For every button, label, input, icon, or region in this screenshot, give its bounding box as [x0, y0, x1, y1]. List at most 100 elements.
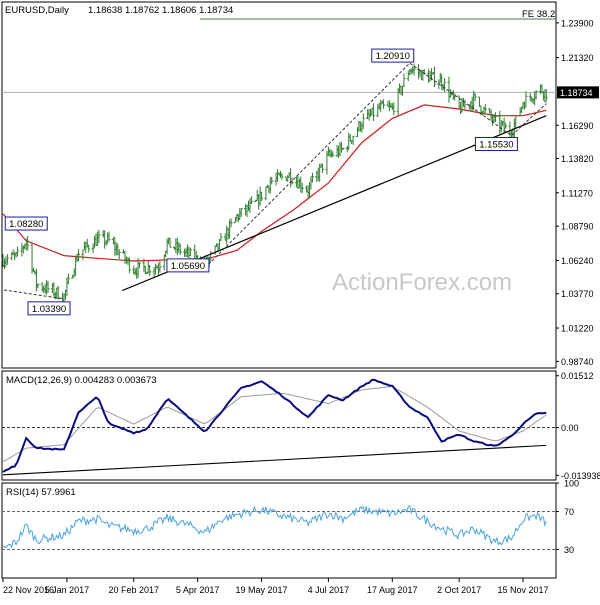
ohlc-bar [310, 172, 314, 183]
ohlc-bar [412, 63, 416, 76]
macd-panel-frame [1, 370, 557, 481]
rsi-tick-label: 30 [564, 545, 574, 555]
ohlc-bar [402, 73, 406, 87]
annotation-label: 1.08280 [9, 219, 43, 230]
ohlc-bar [239, 208, 243, 218]
macd-trendline [2, 444, 547, 476]
moving-average-line [2, 104, 547, 262]
ohlc-bar [280, 172, 284, 180]
last-price-label: 1.18734 [560, 88, 593, 98]
ohlc-bar [249, 196, 253, 205]
x-tick-label: 4 Jul 2017 [308, 585, 350, 595]
ohlc-bar [463, 99, 467, 110]
annotation-box [474, 136, 518, 151]
price-tick-label: 1.13820 [561, 154, 594, 164]
ohlc-bar [46, 280, 50, 293]
ohlc-bar [178, 243, 182, 256]
annotation-label: 1.20910 [376, 51, 410, 62]
ohlc-bar [392, 102, 396, 116]
ohlc-bar [138, 262, 142, 269]
price-tick-label: 1.16290 [561, 121, 594, 131]
x-tick-label: 22 Nov 2016 [3, 585, 54, 595]
ohlc-bar [117, 249, 121, 260]
annotation-box [27, 301, 71, 316]
ohlc-bar [331, 151, 335, 157]
price-annotation: 1.15530 [474, 136, 518, 151]
price-annotation: 1.20910 [371, 48, 415, 63]
rsi-tick-label: 70 [564, 507, 574, 517]
annotation-label: 1.03390 [32, 304, 66, 315]
ohlc-bar [127, 257, 131, 274]
ohlc-bar [219, 232, 223, 242]
ohlc-bar [514, 115, 518, 129]
ohlc-bar [36, 283, 40, 289]
price-tick-label: 1.23900 [561, 18, 594, 28]
price-tick-label: 1.06240 [561, 256, 594, 266]
ohlc-bar [5, 253, 9, 265]
price-annotation: 1.08280 [4, 216, 48, 231]
price-tick-label: 1.21320 [561, 53, 594, 63]
projection-dashed-line [204, 62, 547, 269]
ohlc-bar [351, 135, 355, 145]
x-tick-label: 17 Aug 2017 [367, 585, 418, 595]
ohlc-bar [229, 218, 233, 228]
watermark: ActionForex.com [332, 269, 512, 296]
ohlc-bar [77, 249, 81, 262]
x-tick-label: 20 Feb 2017 [108, 585, 159, 595]
annotation-label: 1.15530 [479, 139, 513, 150]
low-dashed-line [3, 289, 65, 300]
ohlc-bar [534, 90, 538, 100]
macd-line [2, 378, 547, 473]
ohlc-bar [544, 89, 548, 103]
annotation-label: 1.05690 [171, 261, 205, 272]
macd-tick-label: 0.01512 [561, 371, 594, 381]
rsi-panel-frame [1, 482, 557, 579]
price-annotation: 1.05690 [166, 258, 210, 273]
macd-tick-label: -0.013938 [561, 471, 600, 481]
x-tick-label: 15 Nov 2017 [498, 585, 549, 595]
ohlc-bar [270, 176, 274, 185]
rsi-tick-label: 100 [564, 479, 579, 489]
ohlc-bar [341, 147, 345, 151]
ohlc-bar [188, 247, 192, 257]
ohlc-bar [97, 229, 101, 244]
ohlc-bar [361, 113, 365, 130]
ohlc-bar [371, 103, 375, 122]
macd-title: MACD(12,26,9) 0.004283 0.003673 [6, 375, 157, 386]
annotation-box [166, 258, 210, 273]
x-tick-label: 5 Jan 2017 [45, 585, 90, 595]
ohlc-bar [382, 99, 386, 109]
price-tick-label: 1.01220 [561, 324, 594, 334]
price-tick-label: 1.08790 [561, 222, 594, 232]
price-tick-label: 0.98740 [561, 357, 594, 367]
x-tick-label: 5 Apr 2017 [176, 585, 220, 595]
ohlc-bar [148, 265, 152, 276]
x-tick-label: 2 Oct 2017 [437, 585, 481, 595]
last-price-box [557, 86, 599, 99]
symbol-label: EURUSD,Daily [5, 5, 69, 16]
rsi-line [2, 504, 547, 549]
price-tick-label: 1.11270 [561, 188, 593, 198]
ohlc-bar [16, 246, 20, 257]
ohlc-bar [26, 235, 30, 251]
price-panel-frame [1, 1, 557, 369]
ohlc-bar [66, 273, 70, 285]
annotation-box [4, 216, 48, 231]
price-panel: ActionForex.com 1.20910 1.08280 1.05690 1.0… [1, 1, 599, 369]
rsi-title: RSI(14) 57.9961 [6, 487, 76, 498]
macd-panel: 0.01512 0.00 -0.013938 MACD(12,26,9) 0.004… [1, 370, 600, 481]
ohlc-bar [300, 182, 304, 194]
macd-signal-line [2, 385, 547, 463]
ohlc-bar [504, 122, 508, 129]
price-annotation: 1.03390 [27, 301, 71, 316]
ohlc-bar [524, 91, 528, 108]
annotation-box [371, 48, 415, 63]
ohlc-bar [260, 191, 264, 202]
fe-label: FE 38.2 [522, 9, 555, 20]
price-tick-label: 1.03770 [561, 289, 594, 299]
ohlc-bar [493, 112, 497, 123]
ohlc-bar [87, 244, 91, 253]
